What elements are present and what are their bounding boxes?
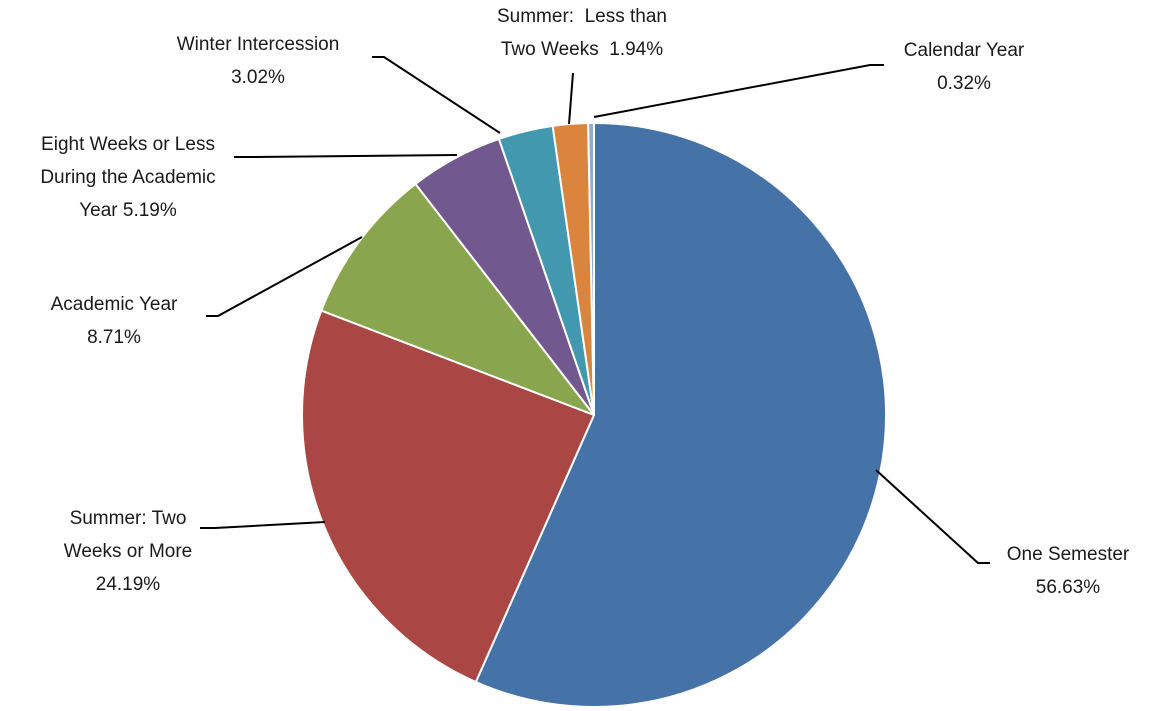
data-label-line: 3.02% <box>231 67 285 88</box>
pie-slice-one-semester <box>474 122 887 708</box>
leader-line <box>568 72 574 125</box>
data-label: Academic Year 8.71% <box>51 294 178 348</box>
data-label-line: 0.32% <box>937 73 991 94</box>
leader-line <box>234 154 458 158</box>
data-label-line: 8.71% <box>87 327 141 348</box>
pie-slice-calendar-year <box>587 122 595 416</box>
data-label-line: Eight Weeks or Less <box>41 134 215 155</box>
leader-line <box>372 56 501 134</box>
data-label: Summer: Two Weeks or More 24.19% <box>64 508 192 595</box>
leader-line <box>200 521 326 529</box>
leader-line <box>206 236 363 317</box>
data-label: Summer: Less than Two Weeks 1.94% <box>497 6 667 60</box>
data-label: One Semester 56.63% <box>1007 544 1130 598</box>
data-label-line: One Semester <box>1007 544 1130 565</box>
data-label-line: Summer: Less than <box>497 6 667 27</box>
data-label-line: 56.63% <box>1036 577 1101 598</box>
data-label-line: Calendar Year <box>904 40 1025 61</box>
data-label-line: During the Academic <box>40 167 215 188</box>
pie-slice-summer-two-weeks-or-more <box>301 309 595 684</box>
data-label-line: Year 5.19% <box>79 200 177 221</box>
data-label-line: Academic Year <box>51 294 178 315</box>
data-label: Winter Intercession 3.02% <box>177 34 340 88</box>
leader-line <box>593 64 884 118</box>
data-label: Eight Weeks or Less During the Academic Ye… <box>40 134 215 221</box>
leader-line <box>875 469 990 564</box>
data-label-line: Winter Intercession <box>177 34 340 55</box>
data-label: Calendar Year 0.32% <box>904 40 1025 94</box>
data-label-line: Two Weeks 1.94% <box>501 39 663 60</box>
pie-slice-academic-year <box>320 182 595 416</box>
leader-lines <box>200 56 990 564</box>
data-label-line: Weeks or More <box>64 541 192 562</box>
data-label-line: 24.19% <box>96 574 161 595</box>
data-labels: One Semester 56.63% Summer: Two Weeks or Mo… <box>40 6 1130 598</box>
pie-slices <box>301 122 887 708</box>
data-label-line: Summer: Two <box>70 508 187 529</box>
